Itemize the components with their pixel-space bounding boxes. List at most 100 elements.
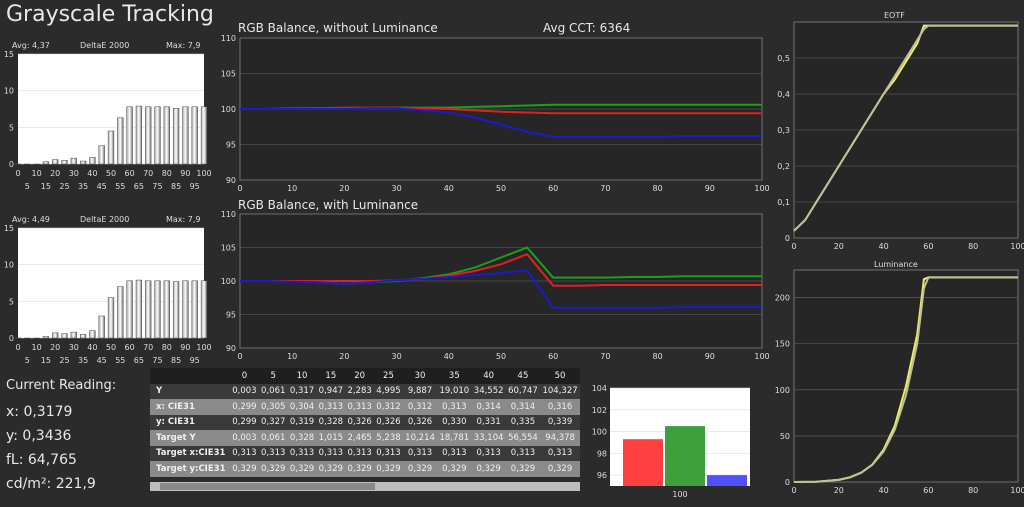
y-tick-label: 95 bbox=[226, 311, 236, 320]
x-tick-label: 100 bbox=[1010, 242, 1024, 251]
table-horizontal-scrollbar[interactable] bbox=[150, 482, 580, 491]
x-tick-label: 5 bbox=[25, 356, 30, 365]
table-cell: 0,313 bbox=[258, 445, 288, 461]
table-header-cell: 35 bbox=[437, 368, 472, 384]
x-tick-label: 25 bbox=[59, 182, 69, 191]
bar bbox=[14, 163, 22, 165]
x-tick-label: 30 bbox=[69, 169, 79, 178]
x-tick-label: 45 bbox=[97, 182, 107, 191]
x-tick-label: 40 bbox=[87, 343, 97, 352]
x-tick-label: 100 bbox=[196, 343, 211, 352]
row-label: Target y:CIE31 bbox=[150, 461, 230, 477]
table-cell: 34,552 bbox=[471, 383, 506, 399]
bar bbox=[191, 280, 198, 339]
table-cell: 0,335 bbox=[505, 414, 541, 430]
series-line bbox=[793, 276, 1018, 483]
de-bottom-avg: Avg: 4,49 bbox=[12, 215, 50, 224]
x-tick-label: 75 bbox=[152, 182, 162, 191]
y-tick-label: 100 bbox=[592, 428, 607, 437]
x-tick-label: 75 bbox=[152, 356, 162, 365]
bar bbox=[126, 106, 133, 165]
x-tick-label: 60 bbox=[125, 169, 135, 178]
table-row: x: CIE31 0,299 0,305 0,304 0,313 0,313 0… bbox=[150, 399, 580, 415]
table-header-cell: 0 bbox=[230, 368, 259, 384]
x-tick-label: 20 bbox=[834, 242, 844, 251]
bar bbox=[89, 330, 96, 339]
x-tick-label: 60 bbox=[548, 184, 558, 193]
table-cell: 33,104 bbox=[471, 430, 506, 446]
y-tick-label: 105 bbox=[221, 70, 236, 79]
bar bbox=[163, 106, 170, 165]
bar bbox=[191, 106, 198, 165]
table-cell: 0,312 bbox=[374, 399, 403, 415]
table-cell: 0,313 bbox=[437, 399, 472, 415]
table-cell: 0,316 bbox=[540, 399, 580, 415]
y-tick-label: 105 bbox=[221, 244, 236, 253]
x-tick-label: 100 bbox=[754, 184, 769, 193]
x-tick-label: 0 bbox=[791, 486, 796, 495]
table-cell: 0,329 bbox=[345, 461, 375, 477]
x-tick-label: 20 bbox=[50, 343, 60, 352]
x-tick-label: 10 bbox=[287, 184, 297, 193]
x-tick-label: 35 bbox=[78, 182, 88, 191]
table-cell: 0,339 bbox=[540, 414, 580, 430]
table-cell: 0,328 bbox=[287, 430, 317, 446]
scrollbar-thumb[interactable] bbox=[160, 483, 375, 490]
y-tick-label: 0 bbox=[785, 234, 790, 243]
table-cell: 0,313 bbox=[374, 445, 403, 461]
table-cell: 0,313 bbox=[316, 445, 346, 461]
table-cell: 0,329 bbox=[505, 461, 541, 477]
x-tick-label: 70 bbox=[143, 169, 153, 178]
table-cell: 0,329 bbox=[374, 461, 403, 477]
x-tick-label: 95 bbox=[190, 356, 200, 365]
rgb-bottom-chart: 90 95 100 105 110 0 10 20 30 40 50 60 70 80 90 100 bbox=[221, 210, 770, 361]
y-tick-label: 15 bbox=[4, 224, 14, 233]
x-tick-label: 20 bbox=[50, 169, 60, 178]
row-label: Target x:CIE31 bbox=[150, 445, 230, 461]
x-tick-label: 10 bbox=[32, 169, 42, 178]
table-cell: 0,314 bbox=[471, 399, 506, 415]
de-top-max: Max: 7,9 bbox=[166, 41, 201, 50]
measurement-table: 0 5 10 15 20 25 30 35 40 45 50 Y 0,003 0… bbox=[150, 368, 580, 491]
table-cell: 60,747 bbox=[505, 383, 541, 399]
x-tick-label: 90 bbox=[705, 184, 715, 193]
x-tick-label: 90 bbox=[180, 169, 190, 178]
table-cell: 56,554 bbox=[505, 430, 541, 446]
bar bbox=[200, 280, 208, 339]
x-tick-label: 60 bbox=[923, 486, 933, 495]
table-cell: 0,329 bbox=[230, 461, 259, 477]
series-line bbox=[240, 253, 762, 287]
x-tick-label: 80 bbox=[968, 486, 978, 495]
x-tick-label: 90 bbox=[705, 352, 715, 361]
x-tick-label: 95 bbox=[190, 182, 200, 191]
table-header-cell: 40 bbox=[471, 368, 506, 384]
y-tick-label: 110 bbox=[221, 34, 236, 43]
table-header-cell: 25 bbox=[374, 368, 403, 384]
series-line bbox=[793, 24, 1018, 232]
y-tick-label: 10 bbox=[4, 261, 14, 270]
x-tick-label: 85 bbox=[171, 182, 181, 191]
bar bbox=[665, 426, 705, 486]
row-label: x: CIE31 bbox=[150, 399, 230, 415]
y-tick-label: 50 bbox=[780, 432, 790, 441]
table-row: Target Y 0,003 0,061 0,328 1,015 2,465 5… bbox=[150, 430, 580, 446]
y-tick-label: 0 bbox=[9, 160, 14, 169]
y-tick-label: 0,2 bbox=[777, 162, 790, 171]
bar bbox=[42, 336, 50, 339]
table-header-cell bbox=[150, 368, 230, 384]
bar bbox=[61, 160, 68, 165]
y-tick-label: 95 bbox=[226, 141, 236, 150]
table-header-cell: 45 bbox=[505, 368, 541, 384]
y-tick-label: 10 bbox=[4, 87, 14, 96]
table-cell: 104,327 bbox=[540, 383, 580, 399]
x-tick-label: 40 bbox=[87, 169, 97, 178]
table-cell: 0,313 bbox=[230, 445, 259, 461]
y-tick-label: 100 bbox=[775, 386, 790, 395]
table-cell: 0,329 bbox=[402, 461, 438, 477]
y-tick-label: 100 bbox=[221, 105, 236, 114]
bar bbox=[117, 117, 124, 165]
x-tick-label: 55 bbox=[115, 356, 125, 365]
table-cell: 1,015 bbox=[316, 430, 346, 446]
avg-cct: Avg CCT: 6364 bbox=[543, 21, 631, 35]
